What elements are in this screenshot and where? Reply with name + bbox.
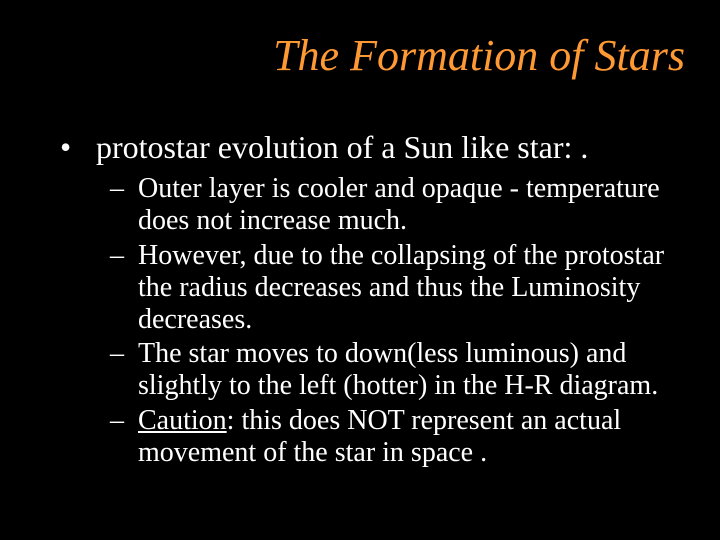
caution-underlined: Caution [138,405,227,436]
bullet-level-2: – Outer layer is cooler and opaque - tem… [110,173,680,237]
slide-body: • protostar evolution of a Sun like star… [60,130,680,471]
dash-glyph: – [110,240,138,272]
bullet-level-2-text: Caution: this does NOT represent an actu… [138,405,680,469]
bullet-level-2: – Caution: this does NOT represent an ac… [110,405,680,469]
dash-glyph: – [110,338,138,370]
bullet-level-2: – The star moves to down(less luminous) … [110,338,680,402]
slide-title: The Formation of Stars [273,30,685,81]
slide: The Formation of Stars • protostar evolu… [0,0,720,540]
bullet-level-2-text: Outer layer is cooler and opaque - tempe… [138,173,680,237]
bullet-level-2-text: The star moves to down(less luminous) an… [138,338,680,402]
dash-glyph: – [110,405,138,437]
bullet-glyph: • [60,130,96,165]
bullet-level-1-text: protostar evolution of a Sun like star: … [96,130,588,165]
bullet-level-2: – However, due to the collapsing of the … [110,240,680,337]
bullet-level-1: • protostar evolution of a Sun like star… [60,130,680,165]
dash-glyph: – [110,173,138,205]
bullet-level-2-text: However, due to the collapsing of the pr… [138,240,680,337]
